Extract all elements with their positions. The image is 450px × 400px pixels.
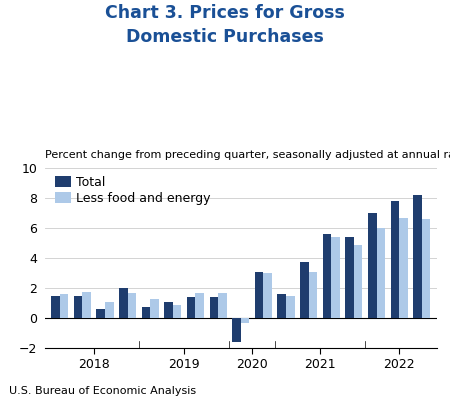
- Bar: [391, 201, 399, 318]
- Bar: [60, 294, 68, 318]
- Bar: [164, 302, 173, 318]
- Text: Percent change from preceding quarter, seasonally adjusted at annual rates: Percent change from preceding quarter, s…: [45, 150, 450, 160]
- Bar: [128, 292, 136, 318]
- Bar: [218, 292, 227, 318]
- Bar: [263, 273, 272, 318]
- Bar: [354, 245, 363, 318]
- Legend: Total, Less food and energy: Total, Less food and energy: [55, 176, 211, 205]
- Bar: [150, 298, 159, 318]
- Bar: [309, 272, 317, 318]
- Bar: [105, 302, 113, 318]
- Bar: [345, 237, 354, 318]
- Bar: [277, 294, 286, 318]
- Bar: [399, 218, 408, 318]
- Bar: [173, 304, 181, 318]
- Bar: [323, 234, 331, 318]
- Bar: [119, 288, 128, 318]
- Bar: [51, 296, 60, 318]
- Bar: [96, 309, 105, 318]
- Bar: [368, 213, 377, 318]
- Bar: [195, 292, 204, 318]
- Bar: [255, 272, 263, 318]
- Bar: [241, 318, 249, 322]
- Bar: [286, 296, 295, 318]
- Bar: [82, 292, 91, 318]
- Bar: [413, 195, 422, 318]
- Text: Chart 3. Prices for Gross: Chart 3. Prices for Gross: [105, 4, 345, 22]
- Text: U.S. Bureau of Economic Analysis: U.S. Bureau of Economic Analysis: [9, 386, 196, 396]
- Bar: [210, 297, 218, 318]
- Bar: [422, 219, 430, 318]
- Bar: [377, 228, 385, 318]
- Bar: [232, 318, 241, 342]
- Bar: [331, 237, 340, 318]
- Bar: [142, 307, 150, 318]
- Bar: [300, 262, 309, 318]
- Bar: [187, 297, 195, 318]
- Bar: [74, 296, 82, 318]
- Text: Domestic Purchases: Domestic Purchases: [126, 28, 324, 46]
